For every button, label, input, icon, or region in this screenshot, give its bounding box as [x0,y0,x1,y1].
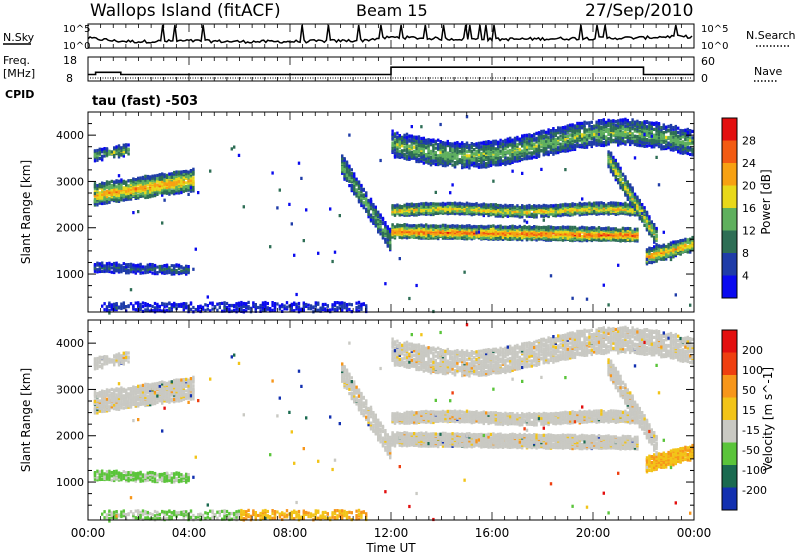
vel-cbar-tick-2: 50 [742,384,756,397]
time-tick-2: 08:00 [273,526,308,540]
freq-tick-8: 8 [66,72,73,85]
cpid-label: CPID [5,88,34,101]
freq-tick-18: 18 [63,54,77,67]
power-cbar-tick-1: 24 [742,157,756,170]
power-cbar-tick-2: 20 [742,180,756,193]
vel-cbar-tick-4: -15 [742,424,760,437]
power-cbar-tick-3: 16 [742,202,756,215]
freq-label: Freq. [3,54,30,67]
vel-cbar-tick-7: -200 [742,484,767,497]
vel-cbar-tick-0: 200 [742,344,763,357]
power-cbar-tick-0: 28 [742,135,756,148]
velocity-ytick-1000: 1000 [56,476,84,489]
vel-cbar-tick-3: 15 [742,404,756,417]
time-tick-0: 00:00 [71,526,106,540]
vel-cbar-tick-5: -50 [742,444,760,457]
power-colorbar: 28 24 20 16 12 8 4 [721,117,756,299]
power-ytick-2000: 2000 [56,222,84,235]
freq-series [88,66,694,76]
vel-cbar-tick-1: 100 [742,364,763,377]
velocity-panel: 1000 2000 3000 4000 Slant Range [km] [19,319,695,523]
vel-cbar-tick-6: -100 [742,464,767,477]
nave-tick-60: 60 [701,55,715,68]
nsky-label: N.Sky [3,31,35,44]
power-cbar-tick-4: 12 [742,225,756,238]
power-panel: 1000 2000 3000 4000 Slant Range [km] [19,111,695,315]
velocity-ytick-2000: 2000 [56,430,84,443]
xlabel: Time UT [365,541,416,554]
noise-tick-top-right: 10^5 [701,24,728,35]
time-axis: 00:00 04:00 08:00 12:00 16:00 20:00 00:00 [71,24,712,540]
nave-tick-0: 0 [701,72,708,85]
power-colorbar-label: Power [dB] [759,169,773,234]
velocity-heatmap [93,323,694,523]
noise-tick-bottom-left: 10^0 [63,41,90,52]
power-ytick-1000: 1000 [56,268,84,281]
time-tick-4: 16:00 [475,526,510,540]
velocity-colorbar: 200 100 50 15 -15 -50 -100 -200 [721,329,767,511]
velocity-ytick-3000: 3000 [56,383,84,396]
time-tick-1: 04:00 [172,526,207,540]
station-title: Wallops Island (fitACF) [90,1,281,21]
velocity-ylabel: Slant Range [km] [19,368,33,472]
noise-tick-bottom-right: 10^0 [701,41,728,52]
velocity-ytick-4000: 4000 [56,337,84,350]
time-tick-3: 12:00 [374,526,409,540]
power-cbar-tick-6: 4 [742,270,749,283]
time-tick-6: 00:00 [677,526,712,540]
freq-panel: Freq. [MHz] 18 8 60 0 Nave [3,54,782,85]
power-ytick-3000: 3000 [56,175,84,188]
time-tick-5: 20:00 [576,526,611,540]
nsearch-label: N.Search [746,29,796,42]
beam-title: Beam 15 [356,1,428,20]
nave-label: Nave [754,65,782,78]
date-title: 27/Sep/2010 [585,1,693,21]
nsky-series [87,24,693,45]
cpid-text: tau (fast) -503 [92,94,198,109]
noise-panel: N.Sky 10^5 10^0 10^5 10^0 N.Search [3,23,796,52]
velocity-colorbar-label: Velocity [m s^-1] [761,367,775,471]
power-heatmap [93,115,694,315]
power-ylabel: Slant Range [km] [19,160,33,264]
freq-unit: [MHz] [3,67,35,80]
power-cbar-tick-5: 8 [742,247,749,260]
noise-tick-top-left: 10^5 [63,24,90,35]
power-ytick-4000: 4000 [56,129,84,142]
